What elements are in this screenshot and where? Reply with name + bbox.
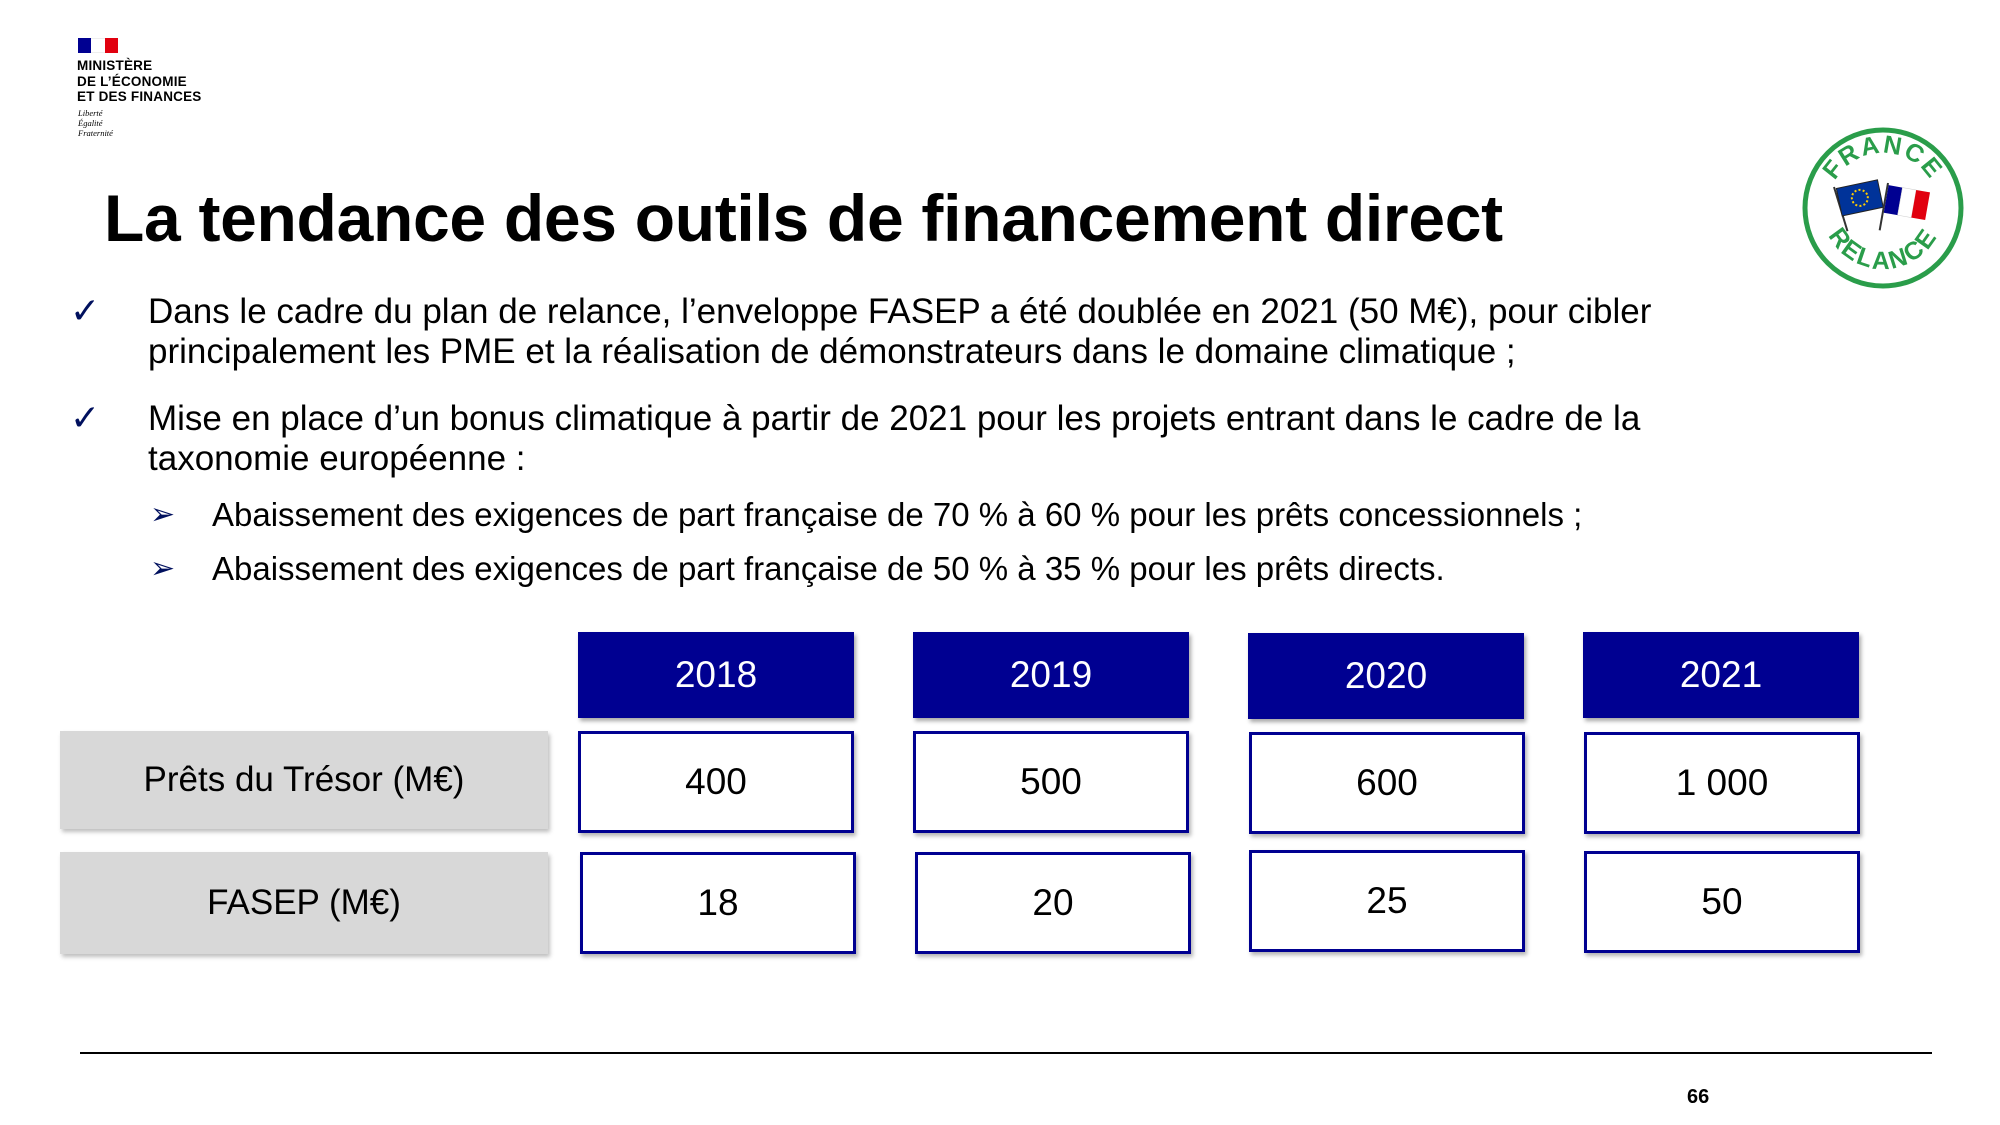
page-number: 66 bbox=[1687, 1086, 1710, 1108]
ministry-name: MINISTÈRE DE L’ÉCONOMIE ET DES FINANCES bbox=[77, 58, 202, 105]
table-cell: 400 bbox=[578, 731, 854, 833]
french-flag-icon bbox=[78, 38, 118, 53]
motto-line: Liberté bbox=[78, 108, 103, 118]
bullet-text: Mise en place d’un bonus climatique à pa… bbox=[148, 399, 1640, 479]
row-label-prets-tresor: Prêts du Trésor (M€) bbox=[60, 731, 548, 829]
bullet-text: Dans le cadre du plan de relance, l’enve… bbox=[148, 292, 1651, 372]
eu-flag-icon bbox=[1833, 179, 1884, 232]
ministry-line: ET DES FINANCES bbox=[77, 89, 202, 104]
motto-line: Égalité bbox=[78, 118, 103, 128]
checkmark-icon: ✓ bbox=[70, 291, 101, 332]
row-label-fasep: FASEP (M€) bbox=[60, 852, 548, 954]
table-cell: 50 bbox=[1584, 851, 1860, 953]
table-cell: 600 bbox=[1249, 732, 1525, 834]
ministry-line: MINISTÈRE bbox=[77, 58, 153, 73]
arrow-bullet-icon: ➢ bbox=[150, 497, 176, 532]
republic-motto: Liberté Égalité Fraternité bbox=[78, 108, 113, 138]
motto-line: Fraternité bbox=[78, 128, 113, 138]
footer-divider bbox=[80, 1052, 1932, 1054]
table-cell: 20 bbox=[915, 852, 1191, 954]
arrow-bullet-icon: ➢ bbox=[150, 551, 176, 586]
slide-title: La tendance des outils de financement di… bbox=[104, 181, 1503, 255]
checkmark-icon: ✓ bbox=[70, 398, 101, 439]
bullet-line: Dans le cadre du plan de relance, l’enve… bbox=[148, 292, 1652, 331]
table-cell: 500 bbox=[913, 731, 1189, 833]
french-flag-small-icon bbox=[1878, 182, 1930, 231]
bullet-line: taxonomie européenne : bbox=[148, 439, 526, 478]
year-header: 2020 bbox=[1248, 633, 1524, 719]
sub-bullet-text: Abaissement des exigences de part frança… bbox=[212, 496, 1583, 533]
ministry-line: DE L’ÉCONOMIE bbox=[77, 73, 187, 89]
bullet-line: Mise en place d’un bonus climatique à pa… bbox=[148, 399, 1641, 438]
year-header: 2019 bbox=[913, 632, 1189, 718]
sub-bullet-text: Abaissement des exigences de part frança… bbox=[212, 550, 1445, 587]
table-cell: 25 bbox=[1249, 850, 1525, 952]
table-cell: 18 bbox=[580, 852, 856, 954]
bullet-line: principalement les PME et la réalisation… bbox=[148, 332, 1516, 371]
france-relance-logo: FRANCE RELANCE bbox=[1802, 127, 1964, 289]
year-header: 2021 bbox=[1583, 632, 1859, 718]
year-header: 2018 bbox=[578, 632, 854, 718]
table-cell: 1 000 bbox=[1584, 732, 1860, 834]
